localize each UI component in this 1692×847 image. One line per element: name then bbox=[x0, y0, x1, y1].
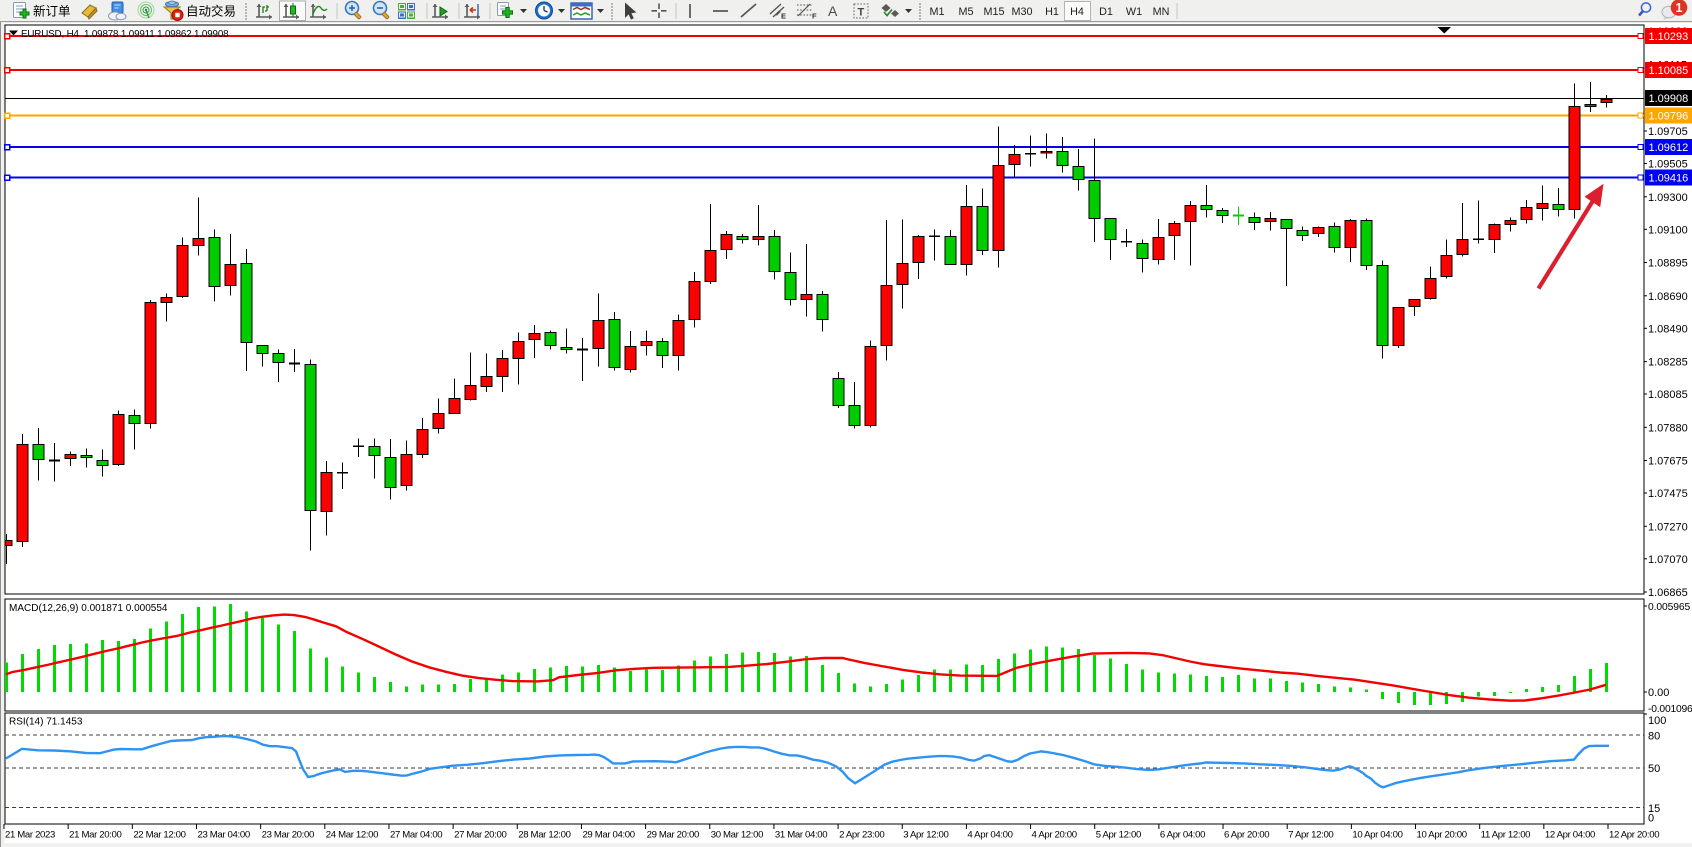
svg-text:23 Mar 04:00: 23 Mar 04:00 bbox=[197, 830, 249, 841]
svg-text:1.10293: 1.10293 bbox=[1649, 31, 1689, 43]
svg-text:21 Mar 2023: 21 Mar 2023 bbox=[5, 830, 55, 841]
svg-text:27 Mar 20:00: 27 Mar 20:00 bbox=[454, 830, 506, 841]
svg-text:F: F bbox=[812, 12, 817, 21]
svg-text:1.08490: 1.08490 bbox=[1648, 323, 1688, 335]
svg-text:M5: M5 bbox=[959, 6, 974, 18]
svg-text:29 Mar 20:00: 29 Mar 20:00 bbox=[647, 830, 699, 841]
svg-text:1.09100: 1.09100 bbox=[1648, 224, 1688, 236]
svg-text:22 Mar 12:00: 22 Mar 12:00 bbox=[133, 830, 185, 841]
svg-text:1.09505: 1.09505 bbox=[1648, 159, 1688, 171]
svg-text:MN: MN bbox=[1153, 6, 1170, 18]
svg-text:1.09705: 1.09705 bbox=[1648, 126, 1688, 138]
svg-text:23 Mar 20:00: 23 Mar 20:00 bbox=[262, 830, 314, 841]
svg-text:1.09796: 1.09796 bbox=[1649, 111, 1689, 123]
svg-text:5 Apr 12:00: 5 Apr 12:00 bbox=[1096, 830, 1141, 841]
svg-text:1.07880: 1.07880 bbox=[1648, 422, 1688, 434]
svg-text:1.08895: 1.08895 bbox=[1648, 258, 1688, 270]
svg-text:4 Apr 20:00: 4 Apr 20:00 bbox=[1032, 830, 1077, 841]
svg-text:10 Apr 20:00: 10 Apr 20:00 bbox=[1417, 830, 1467, 841]
svg-text:1.08690: 1.08690 bbox=[1648, 291, 1688, 303]
svg-text:3 Apr 12:00: 3 Apr 12:00 bbox=[903, 830, 948, 841]
svg-text:-0.001096: -0.001096 bbox=[1648, 704, 1692, 715]
svg-text:0.00: 0.00 bbox=[1648, 687, 1669, 699]
svg-text:D1: D1 bbox=[1099, 6, 1113, 18]
svg-text:0.005965: 0.005965 bbox=[1648, 602, 1691, 613]
svg-text:M1: M1 bbox=[930, 6, 945, 18]
svg-text:T: T bbox=[858, 7, 865, 19]
svg-text:28 Mar 12:00: 28 Mar 12:00 bbox=[518, 830, 570, 841]
svg-text:100: 100 bbox=[1648, 715, 1666, 727]
svg-text:21 Mar 20:00: 21 Mar 20:00 bbox=[69, 830, 121, 841]
svg-text:1.07270: 1.07270 bbox=[1648, 521, 1688, 533]
svg-text:27 Mar 04:00: 27 Mar 04:00 bbox=[390, 830, 442, 841]
svg-text:2 Apr 23:00: 2 Apr 23:00 bbox=[839, 830, 884, 841]
svg-text:1.10085: 1.10085 bbox=[1649, 65, 1689, 77]
svg-text:W1: W1 bbox=[1126, 6, 1142, 18]
svg-text:1.09908: 1.09908 bbox=[1649, 93, 1689, 105]
svg-text:12 Apr 04:00: 12 Apr 04:00 bbox=[1545, 830, 1595, 841]
svg-text:新订单: 新订单 bbox=[33, 4, 71, 19]
svg-text:15: 15 bbox=[1648, 803, 1660, 815]
svg-text:1.08285: 1.08285 bbox=[1648, 357, 1688, 369]
svg-text:6 Apr 04:00: 6 Apr 04:00 bbox=[1160, 830, 1205, 841]
svg-text:1.06865: 1.06865 bbox=[1648, 587, 1688, 599]
svg-text:1: 1 bbox=[1676, 1, 1683, 15]
svg-text:7 Apr 12:00: 7 Apr 12:00 bbox=[1288, 830, 1333, 841]
svg-text:EURUSD, H4 1.09878 1.09911 1.: EURUSD, H4 1.09878 1.09911 1.09862 1.099… bbox=[21, 29, 229, 40]
svg-text:1.09416: 1.09416 bbox=[1649, 173, 1689, 185]
svg-text:自动交易: 自动交易 bbox=[186, 4, 236, 19]
svg-text:M30: M30 bbox=[1011, 6, 1032, 18]
svg-text:RSI(14) 71.1453: RSI(14) 71.1453 bbox=[9, 717, 83, 728]
svg-text:31 Mar 04:00: 31 Mar 04:00 bbox=[775, 830, 827, 841]
svg-text:M15: M15 bbox=[983, 6, 1004, 18]
svg-text:0: 0 bbox=[1648, 813, 1654, 825]
svg-text:MACD(12,26,9) 0.001871 0.00055: MACD(12,26,9) 0.001871 0.000554 bbox=[9, 603, 168, 614]
svg-text:1.07475: 1.07475 bbox=[1648, 488, 1688, 500]
svg-text:E: E bbox=[781, 12, 786, 21]
svg-text:H1: H1 bbox=[1045, 6, 1059, 18]
svg-text:30 Mar 12:00: 30 Mar 12:00 bbox=[711, 830, 763, 841]
svg-text:6 Apr 20:00: 6 Apr 20:00 bbox=[1224, 830, 1269, 841]
svg-text:A: A bbox=[828, 3, 838, 19]
svg-text:1.09612: 1.09612 bbox=[1649, 142, 1689, 154]
svg-text:H4: H4 bbox=[1070, 6, 1084, 18]
svg-text:10 Apr 04:00: 10 Apr 04:00 bbox=[1352, 830, 1402, 841]
svg-text:50: 50 bbox=[1648, 763, 1660, 775]
svg-text:80: 80 bbox=[1648, 731, 1660, 743]
svg-text:24 Mar 12:00: 24 Mar 12:00 bbox=[326, 830, 378, 841]
svg-text:29 Mar 04:00: 29 Mar 04:00 bbox=[582, 830, 634, 841]
svg-text:1.09300: 1.09300 bbox=[1648, 192, 1688, 204]
svg-text:1.07070: 1.07070 bbox=[1648, 554, 1688, 566]
svg-text:1.07675: 1.07675 bbox=[1648, 456, 1688, 468]
svg-text:4 Apr 04:00: 4 Apr 04:00 bbox=[967, 830, 1012, 841]
svg-text:12 Apr 20:00: 12 Apr 20:00 bbox=[1609, 830, 1659, 841]
svg-text:11 Apr 12:00: 11 Apr 12:00 bbox=[1481, 830, 1531, 841]
svg-text:1.08085: 1.08085 bbox=[1648, 389, 1688, 401]
